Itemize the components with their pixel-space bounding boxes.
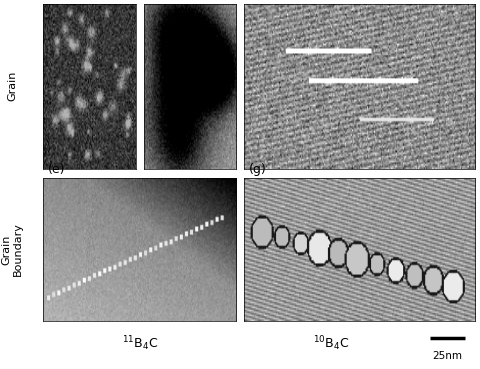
Text: (g): (g): [249, 163, 266, 176]
Text: Grain
Boundary: Grain Boundary: [1, 223, 23, 276]
Text: (e): (e): [48, 163, 65, 176]
Text: (d): (d): [148, 0, 166, 2]
Text: (f): (f): [249, 0, 263, 2]
Text: Grain: Grain: [7, 71, 17, 101]
Text: 25nm: 25nm: [432, 351, 462, 361]
Text: $^{10}$B$_4$C: $^{10}$B$_4$C: [313, 334, 350, 352]
Text: (c): (c): [48, 0, 65, 2]
Text: $^{11}$B$_4$C: $^{11}$B$_4$C: [121, 334, 158, 352]
